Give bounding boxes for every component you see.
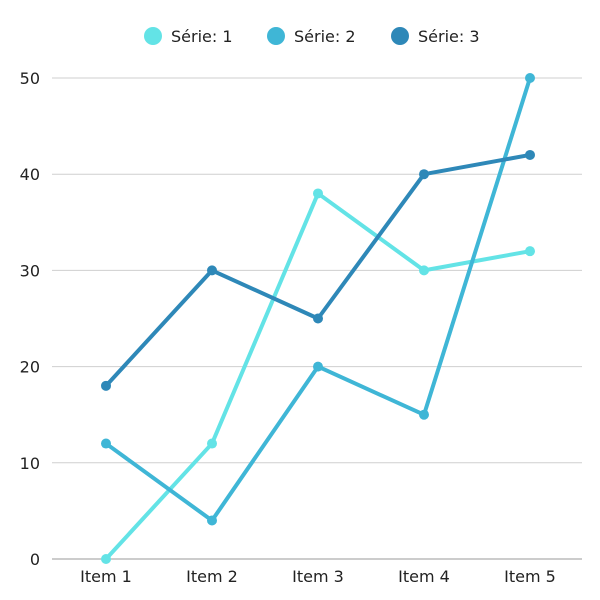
- data-point: [525, 73, 535, 83]
- x-tick-label: Item 4: [398, 567, 450, 586]
- data-point: [101, 380, 111, 391]
- series-line: [104, 76, 532, 523]
- y-tick-label: 50: [20, 69, 40, 88]
- y-tick-label: 40: [20, 165, 40, 184]
- legend-label: Série: 3: [418, 27, 480, 46]
- legend[interactable]: Série: 1 Série: 2 Série: 3: [144, 27, 480, 46]
- series-line: [104, 191, 532, 561]
- y-axis-ticks: 0 10 20 30 40 50: [20, 69, 40, 569]
- data-point: [207, 515, 217, 526]
- legend-swatch: [267, 27, 285, 45]
- legend-swatch: [144, 27, 162, 45]
- y-tick-label: 30: [20, 261, 40, 280]
- data-point: [101, 554, 111, 564]
- x-tick-label: Item 1: [80, 567, 132, 586]
- data-point: [419, 409, 429, 420]
- legend-swatch: [391, 27, 409, 45]
- data-point: [313, 361, 323, 372]
- data-point: [207, 265, 217, 276]
- y-tick-label: 20: [20, 358, 40, 377]
- data-point: [207, 438, 217, 449]
- data-point: [419, 265, 429, 276]
- legend-item-series-2[interactable]: Série: 2: [267, 27, 356, 46]
- series-1: [101, 188, 535, 564]
- series-2: [101, 73, 535, 526]
- x-tick-label: Item 3: [292, 567, 344, 586]
- data-point: [101, 438, 111, 449]
- y-tick-label: 10: [20, 454, 40, 473]
- data-point: [419, 169, 429, 180]
- series-3: [101, 149, 535, 391]
- x-axis-ticks: Item 1 Item 2 Item 3 Item 4 Item 5: [80, 567, 556, 586]
- x-tick-label: Item 5: [504, 567, 556, 586]
- y-tick-label: 0: [30, 550, 40, 569]
- legend-item-series-1[interactable]: Série: 1: [144, 27, 233, 46]
- data-point: [525, 246, 535, 257]
- series-lines: [101, 73, 535, 564]
- x-tick-label: Item 2: [186, 567, 238, 586]
- data-point: [313, 313, 323, 324]
- legend-label: Série: 1: [171, 27, 233, 46]
- legend-item-series-3[interactable]: Série: 3: [391, 27, 480, 46]
- legend-label: Série: 2: [294, 27, 356, 46]
- data-point: [525, 149, 535, 160]
- data-point: [313, 188, 323, 199]
